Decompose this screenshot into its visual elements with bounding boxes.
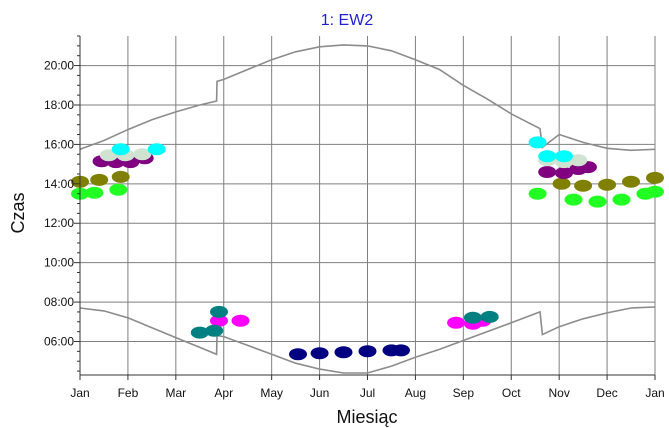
axes: Jan Feb Mar Apr May Jun Jul Aug Sep Oct Nov Dec Jan 0…	[44, 35, 665, 400]
data-point	[612, 193, 631, 206]
y-tick-label: 18:00	[44, 98, 74, 112]
data-point	[205, 324, 224, 337]
data-point	[569, 154, 588, 167]
data-point	[538, 166, 557, 178]
data-point	[310, 347, 329, 360]
data-point	[646, 185, 664, 198]
data-point	[528, 136, 547, 149]
data-point	[555, 150, 573, 163]
x-tick-label: Feb	[118, 386, 139, 400]
data-point	[289, 348, 307, 361]
data-point	[111, 143, 130, 156]
data-point	[231, 314, 250, 327]
x-tick-label: Dec	[596, 386, 617, 400]
data-point	[358, 345, 377, 358]
grid	[79, 36, 656, 375]
data-point	[85, 186, 104, 199]
data-point	[555, 167, 573, 179]
data-point	[538, 150, 557, 163]
series-4	[111, 136, 573, 163]
x-tick-label: Aug	[405, 386, 426, 400]
series-6	[190, 305, 499, 339]
data-point	[210, 314, 228, 327]
x-tick-label: Apr	[214, 386, 233, 400]
x-tick-label: May	[260, 386, 283, 400]
y-tick-label: 16:00	[44, 137, 74, 151]
x-tick-label: Oct	[502, 386, 521, 400]
x-tick-label: Sep	[453, 386, 475, 400]
y-tick-label: 12:00	[44, 216, 74, 230]
data-point	[190, 326, 209, 339]
data-point	[463, 311, 482, 324]
y-tick-label: 20:00	[44, 59, 74, 73]
daylight-boundaries	[79, 44, 656, 374]
data-point	[147, 143, 166, 156]
x-tick-label: Mar	[165, 386, 186, 400]
x-tick-label: Jan	[645, 386, 664, 400]
data-point	[588, 195, 607, 208]
data-point	[528, 187, 547, 200]
sunset-curve	[79, 44, 656, 152]
x-tick-label: Jun	[310, 386, 329, 400]
data-point	[646, 171, 664, 184]
x-tick-label: Jul	[360, 386, 375, 400]
data-point	[447, 316, 466, 329]
data-point	[574, 179, 593, 192]
data-point	[622, 175, 640, 188]
series-1	[71, 170, 664, 192]
data-point	[598, 178, 617, 191]
data-point	[392, 344, 410, 357]
data-point	[111, 170, 130, 183]
y-tick-label: 14:00	[44, 177, 74, 191]
y-tick-label: 10:00	[44, 256, 74, 270]
x-tick-label: Nov	[548, 386, 569, 400]
data-point	[210, 305, 228, 318]
series-7	[289, 344, 410, 361]
data-point	[334, 346, 353, 359]
x-tick-label: Jan	[70, 386, 89, 400]
data-point	[90, 173, 109, 186]
data-point	[564, 193, 583, 206]
chart-title: 1: EW2	[321, 12, 374, 29]
sunrise-curve	[79, 306, 656, 374]
data-point	[480, 310, 499, 323]
x-axis-title: Miesiąc	[336, 407, 397, 427]
data-point	[552, 177, 571, 190]
y-axis-title: Czas	[8, 192, 28, 233]
y-tick-label: 08:00	[44, 295, 74, 309]
data-point	[109, 183, 128, 196]
data-series	[71, 136, 664, 361]
y-tick-label: 06:00	[44, 334, 74, 348]
data-point	[133, 148, 152, 161]
